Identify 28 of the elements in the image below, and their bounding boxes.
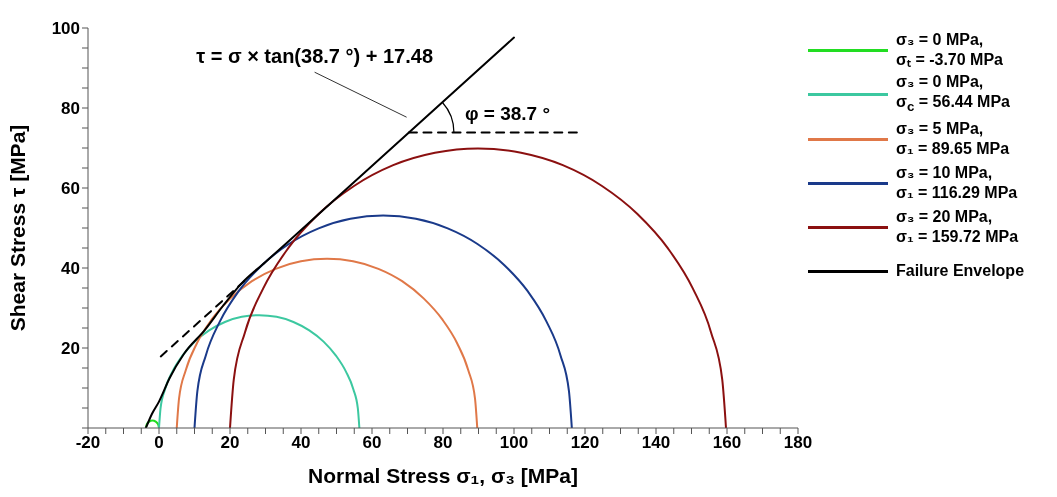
x-tick-label: 60 [362, 433, 382, 453]
x-tick-label: 120 [570, 433, 600, 453]
line-series [144, 419, 160, 428]
y-tick-label: 80 [61, 99, 80, 119]
x-tick-label: 0 [154, 433, 164, 453]
y-tick-label: 20 [61, 339, 80, 359]
x-tick-label: 100 [499, 433, 529, 453]
x-tick-label: 180 [783, 433, 813, 453]
x-tick-label: 80 [433, 433, 453, 453]
x-tick-label: 160 [712, 433, 742, 453]
legend-label: σ₃ = 0 MPa, σ$_{c}$ = 56.44 MPa [896, 72, 1010, 117]
y-tick-label: 60 [61, 179, 80, 199]
line-series [175, 257, 479, 428]
y-tick-label: 100 [51, 19, 80, 39]
legend-label: σ₃ = 20 MPa, σ₁ = 159.72 MPa [896, 207, 1019, 248]
line-series [158, 314, 361, 428]
x-tick-label: 40 [291, 433, 311, 453]
annotation: τ = σ × tan(38.7 °) + 17.48 [196, 45, 434, 68]
x-axis-title: Normal Stress σ₁, σ₃ [MPa] [307, 464, 579, 487]
annotation: φ = 38.7 ° [464, 103, 551, 125]
line-series [229, 147, 728, 428]
y-axis-title: Shear Stress τ [MPa] [6, 124, 30, 332]
x-tick-label: 20 [220, 433, 240, 453]
legend-label: Failure Envelope [896, 261, 1025, 282]
y-tick-label: 40 [61, 259, 80, 279]
x-tick-label: 140 [641, 433, 671, 453]
line-series [193, 214, 573, 428]
x-tick-label: -20 [75, 433, 101, 453]
